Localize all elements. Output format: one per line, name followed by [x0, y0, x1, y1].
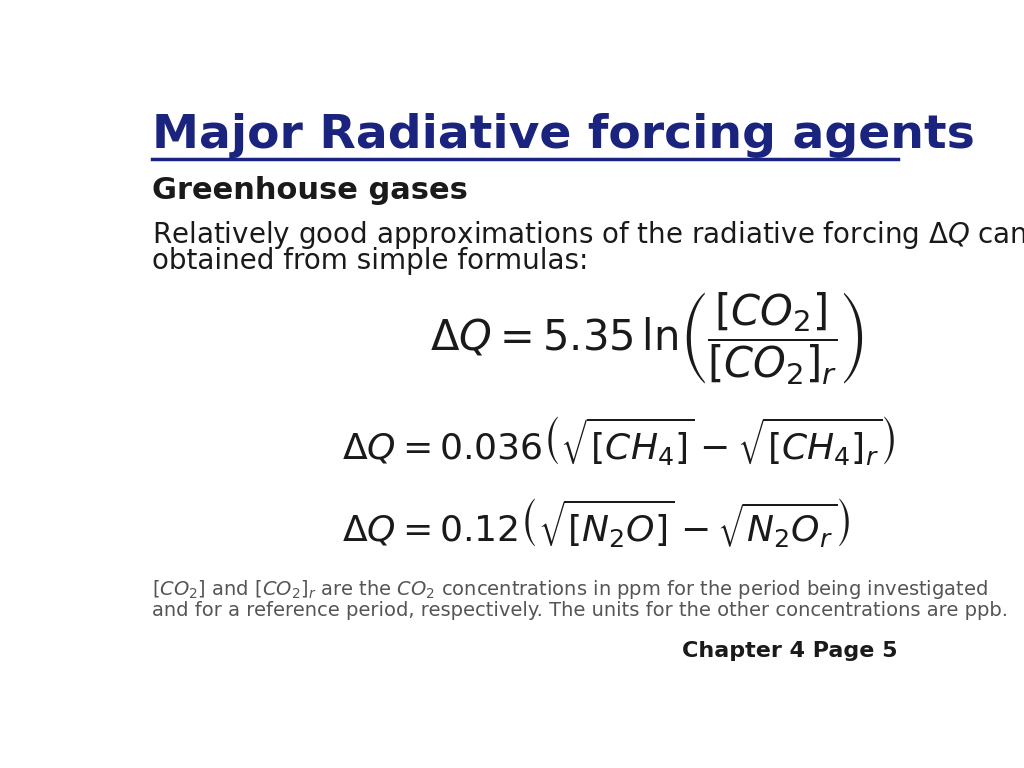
Text: Relatively good approximations of the radiative forcing $\Delta Q$ can be: Relatively good approximations of the ra… — [152, 220, 1024, 251]
Text: $\Delta Q = 5.35\,\mathrm{ln}\left(\dfrac{[CO_2]}{[CO_2]_r}\right)$: $\Delta Q = 5.35\,\mathrm{ln}\left(\dfra… — [430, 290, 863, 387]
Text: Chapter 4 Page 5: Chapter 4 Page 5 — [682, 641, 898, 661]
Text: $\Delta Q = 0.036\left(\sqrt{[CH_4]}-\sqrt{[CH_4]_r}\right)$: $\Delta Q = 0.036\left(\sqrt{[CH_4]}-\sq… — [342, 415, 896, 468]
Text: $\Delta Q = 0.12\left(\sqrt{[N_2O]}-\sqrt{N_2O_r}\right)$: $\Delta Q = 0.12\left(\sqrt{[N_2O]}-\sqr… — [342, 497, 850, 551]
Text: and for a reference period, respectively. The units for the other concentrations: and for a reference period, respectively… — [152, 601, 1008, 620]
Text: $[CO_2]$ and $[CO_2]_r$ are the $CO_2$ concentrations in ppm for the period bein: $[CO_2]$ and $[CO_2]_r$ are the $CO_2$ c… — [152, 578, 988, 601]
Text: Major Radiative forcing agents: Major Radiative forcing agents — [152, 113, 975, 158]
Text: obtained from simple formulas:: obtained from simple formulas: — [152, 247, 588, 275]
Text: Greenhouse gases: Greenhouse gases — [152, 176, 468, 205]
